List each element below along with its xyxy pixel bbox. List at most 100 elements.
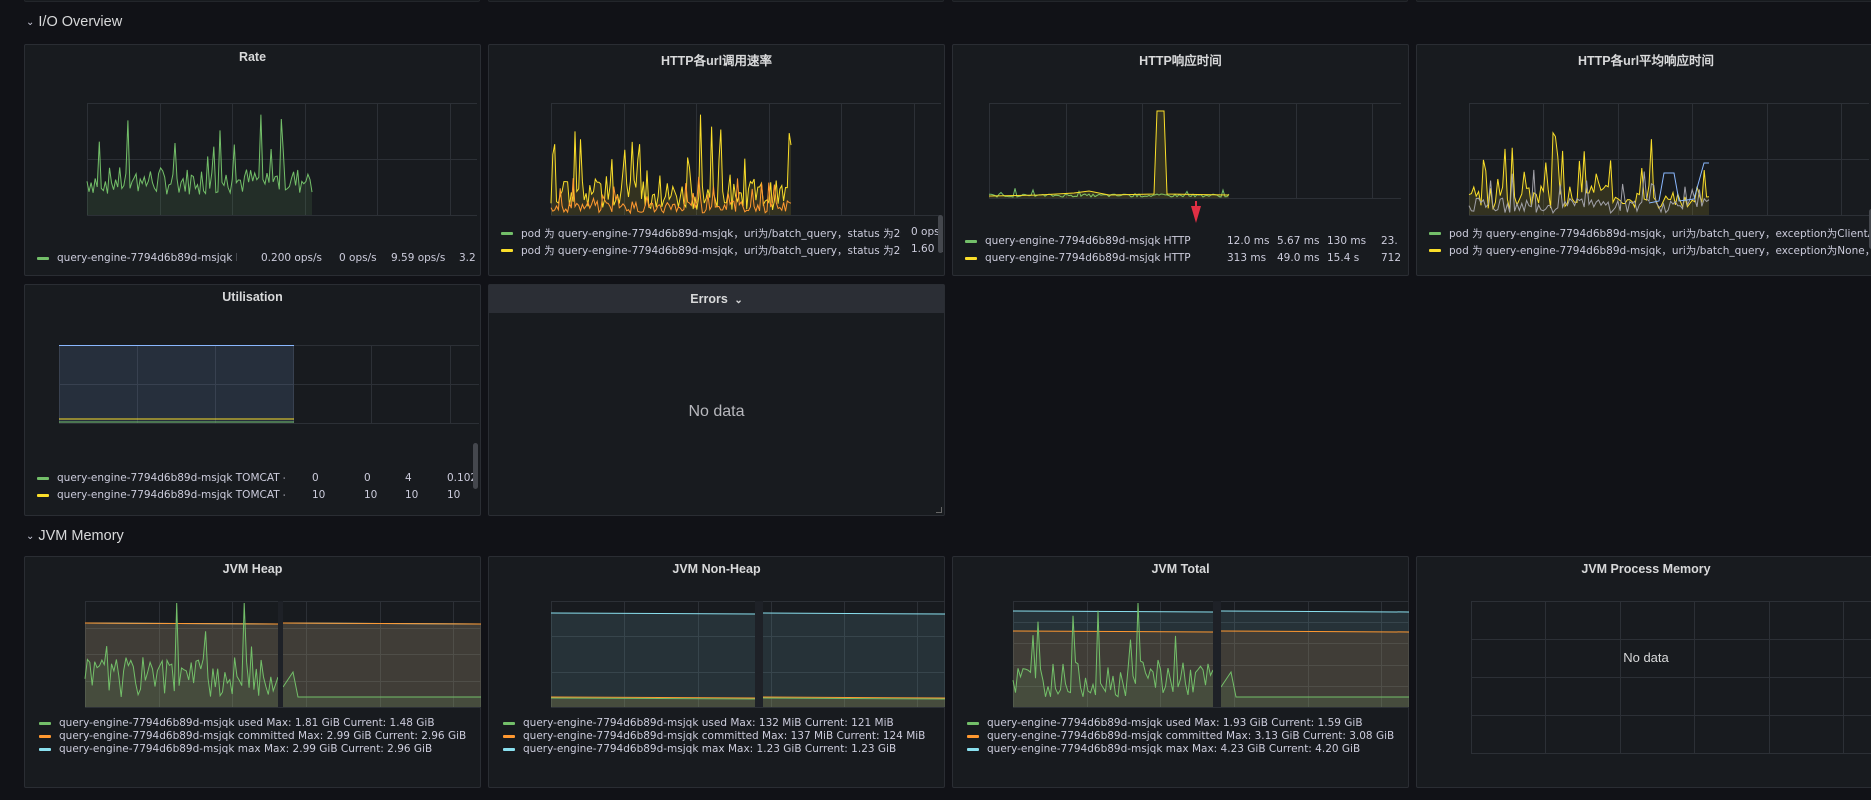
legend-label: query-engine-7794d6b89d-msjqk TOMCAT - C…: [57, 489, 285, 501]
row-title: I/O Overview: [38, 14, 123, 30]
series-max-area: [1013, 611, 1213, 707]
plot-area[interactable]: [550, 601, 946, 708]
legend-swatch: [965, 256, 977, 260]
plot-area[interactable]: [1012, 601, 1410, 708]
legend-row[interactable]: query-engine-7794d6b89d-msjqk max Max: 4…: [967, 743, 1397, 755]
series-none-area: [1469, 132, 1709, 215]
chevron-down-icon[interactable]: ⌄: [734, 295, 743, 306]
panel-http-avg-response[interactable]: HTTP各url平均响应时间 pod 为 query-engine-7794d6…: [1416, 44, 1871, 276]
panel-jvm-nonheap[interactable]: JVM Non-Heap query-engine-7794d6b89d-msj…: [488, 556, 946, 788]
legend-swatch: [37, 256, 49, 260]
legend-row[interactable]: query-engine-7794d6b89d-msjqk committed …: [39, 730, 469, 742]
plot-area[interactable]: [550, 103, 941, 216]
plot-area[interactable]: [1471, 601, 1871, 754]
legend-label: query-engine-7794d6b89d-msjqk committed …: [59, 730, 467, 742]
resize-handle[interactable]: [936, 507, 942, 513]
series-used-after: [762, 697, 946, 700]
legend-scrollbar[interactable]: [473, 443, 478, 489]
panel-http-url-rate[interactable]: HTTP各url调用速率 pod 为 query-engine-7794d6b8…: [488, 44, 945, 276]
legend-row[interactable]: pod 为 query-engine-7794d6b89d-msjqk，uri为…: [1429, 243, 1871, 258]
series-used: [1012, 602, 1214, 698]
legend-label: query-engine-7794d6b89d-msjqk used Max: …: [523, 717, 894, 729]
series-used-after: [1220, 670, 1409, 698]
row-jvm-memory[interactable]: ⌄ JVM Memory: [26, 528, 124, 544]
series-used-after: [282, 670, 481, 698]
series-committed-area: [551, 697, 755, 707]
legend-label: query-engine-7794d6b89d-msjqk used Max: …: [59, 717, 435, 729]
legend-scrollbar[interactable]: [1869, 209, 1871, 249]
legend-swatch: [967, 747, 979, 751]
legend-row[interactable]: query-engine-7794d6b89d-msjqk HTTP: [37, 252, 237, 264]
legend-row[interactable]: pod 为 query-engine-7794d6b89d-msjqk，uri为…: [501, 226, 901, 241]
series-committed: [550, 696, 756, 699]
series-committed-area: [85, 623, 278, 707]
legend-label: query-engine-7794d6b89d-msjqk used Max: …: [987, 717, 1363, 729]
legend-label: pod 为 query-engine-7794d6b89d-msjqk，uri为…: [521, 228, 901, 240]
legend-swatch: [503, 734, 515, 738]
panel-errors[interactable]: Errors ⌄ No data: [488, 284, 945, 516]
series-client-abort: [1648, 162, 1709, 204]
panel-utilisation[interactable]: Utilisation query-engine-7794d6b89d-msjq…: [24, 284, 481, 516]
series-used-after-area: [1221, 672, 1409, 707]
panel-title-bar[interactable]: Errors ⌄: [489, 285, 944, 313]
legend-label: query-engine-7794d6b89d-msjqk committed …: [987, 730, 1395, 742]
legend-swatch: [37, 493, 49, 497]
legend-row[interactable]: query-engine-7794d6b89d-msjqk max Max: 2…: [39, 743, 469, 755]
annotation-arrow-icon[interactable]: [1191, 201, 1201, 223]
series-used-after-area: [763, 698, 945, 707]
prev-panel-bottom-4: [1416, 0, 1871, 2]
legend-row[interactable]: query-engine-7794d6b89d-msjqk max Max: 1…: [503, 743, 933, 755]
plot-area[interactable]: [84, 601, 482, 708]
series-status-200-b: [550, 176, 792, 215]
legend-label: pod 为 query-engine-7794d6b89d-msjqk，uri为…: [1449, 228, 1871, 240]
plot-area[interactable]: [988, 103, 1401, 223]
series-used-area: [551, 698, 755, 707]
row-io-overview[interactable]: ⌄ I/O Overview: [26, 14, 122, 30]
legend-swatch: [1429, 249, 1441, 252]
legend-row[interactable]: query-engine-7794d6b89d-msjqk used Max: …: [967, 717, 1397, 729]
panel-rate[interactable]: Rate query-engine-7794d6b89d-msjqk HTTP 0…: [24, 44, 481, 276]
legend-label: query-engine-7794d6b89d-msjqk committed …: [523, 730, 926, 742]
legend-scrollbar[interactable]: [938, 215, 943, 253]
legend-row[interactable]: query-engine-7794d6b89d-msjqk HTTP - MAX: [965, 252, 1191, 264]
panel-jvm-process-memory[interactable]: JVM Process Memory No data: [1416, 556, 1871, 788]
legend-value-max: 4: [405, 472, 412, 484]
chevron-down-icon: ⌄: [26, 530, 35, 542]
legend-row[interactable]: query-engine-7794d6b89d-msjqk HTTP - AVG: [965, 235, 1191, 247]
legend-row[interactable]: query-engine-7794d6b89d-msjqk TOMCAT - B…: [37, 472, 285, 484]
legend-value-last: 12.0 ms: [1227, 235, 1270, 247]
legend-row[interactable]: query-engine-7794d6b89d-msjqk TOMCAT - C…: [37, 489, 285, 501]
no-data-message: No data: [688, 403, 745, 420]
legend-row[interactable]: query-engine-7794d6b89d-msjqk used Max: …: [503, 717, 933, 729]
legend-row[interactable]: query-engine-7794d6b89d-msjqk used Max: …: [39, 717, 469, 729]
plot-area[interactable]: [59, 345, 479, 424]
prev-panel-bottom-1: [24, 0, 480, 2]
series-committed-area: [1013, 631, 1213, 707]
panel-http-response-time[interactable]: HTTP响应时间 query-engine-7794d6b89d-msjqk H…: [952, 44, 1409, 276]
legend-swatch: [967, 734, 979, 738]
legend-value-mean: 23.: [1381, 235, 1398, 247]
plot-area[interactable]: [1468, 103, 1869, 216]
series-committed-after-area: [1221, 631, 1409, 707]
legend-swatch: [39, 721, 51, 725]
panel-jvm-heap[interactable]: JVM Heap query-engine-7794d6b89d-msjqk u…: [24, 556, 482, 788]
legend-value-max: 130 ms: [1327, 235, 1367, 247]
series-status-200-a: [550, 114, 792, 211]
plot-area[interactable]: [86, 103, 477, 216]
panel-jvm-total[interactable]: JVM Total query-engine-7794d6b89d-msjqk …: [952, 556, 1410, 788]
series-max-after: [762, 612, 946, 615]
legend-row[interactable]: query-engine-7794d6b89d-msjqk committed …: [967, 730, 1397, 742]
panel-title: JVM Non-Heap: [672, 562, 761, 576]
series-max: [550, 612, 756, 615]
series-used: [550, 697, 756, 700]
panel-title: HTTP各url调用速率: [660, 54, 773, 68]
legend-value-last: 0: [312, 472, 319, 484]
legend-row[interactable]: pod 为 query-engine-7794d6b89d-msjqk，uri为…: [501, 243, 901, 258]
legend-row[interactable]: query-engine-7794d6b89d-msjqk committed …: [503, 730, 933, 742]
legend-swatch: [1429, 232, 1441, 235]
legend-value-min: 5.67 ms: [1277, 235, 1320, 247]
legend-row[interactable]: pod 为 query-engine-7794d6b89d-msjqk，uri为…: [1429, 226, 1871, 241]
series-committed: [84, 622, 279, 625]
series-status-200-a-area: [551, 114, 791, 215]
legend-swatch: [39, 747, 51, 751]
